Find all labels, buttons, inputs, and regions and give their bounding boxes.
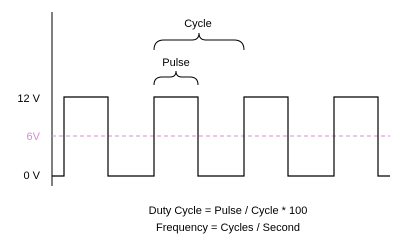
high-label: 12 V bbox=[17, 93, 40, 105]
pulse-label: Pulse bbox=[162, 57, 190, 69]
square-wave bbox=[52, 96, 390, 177]
frequency-formula: Frequency = Cycles / Second bbox=[156, 222, 300, 234]
duty-formula: Duty Cycle = Pulse / Cycle * 100 bbox=[149, 205, 308, 217]
mid-label: 6V bbox=[27, 131, 41, 143]
cycle-label: Cycle bbox=[184, 18, 212, 30]
pulse-brace bbox=[153, 70, 199, 86]
cycle-brace bbox=[153, 32, 245, 51]
low-label: 0 V bbox=[23, 170, 40, 182]
